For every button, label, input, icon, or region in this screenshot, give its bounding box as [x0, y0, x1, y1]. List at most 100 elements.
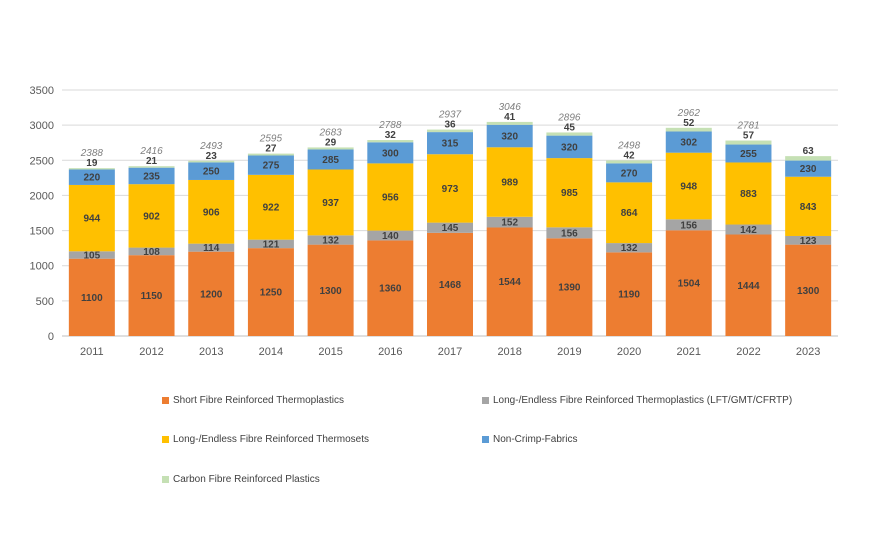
data-label: 275 — [263, 161, 280, 172]
data-label: 320 — [561, 142, 578, 153]
bar-segment — [785, 160, 832, 177]
data-label: 1390 — [558, 283, 581, 294]
bar-segment — [725, 140, 772, 145]
data-label: 1544 — [499, 277, 522, 288]
bar-segment — [427, 129, 473, 133]
x-tick-label: 2011 — [80, 346, 104, 358]
x-tick-label: 2016 — [378, 346, 402, 358]
bar-segment — [427, 222, 473, 233]
bar-segment — [128, 166, 175, 168]
data-label: 235 — [143, 171, 160, 182]
x-tick-label: 2017 — [438, 346, 462, 358]
bar-segment — [665, 152, 712, 220]
legend-label-non-crimp-fabrics: Non-Crimp-Fabrics — [493, 433, 578, 445]
data-label: 142 — [740, 225, 757, 236]
legend-item-carbon-fibre: Carbon Fibre Reinforced Plastics — [162, 472, 320, 486]
legend-swatch-long-fibre-thermoplastics — [482, 396, 489, 404]
data-label: 883 — [740, 189, 757, 200]
legend-item-long-fibre-thermoplastics: Long-/Endless Fibre Reinforced Thermopla… — [482, 393, 792, 407]
bar-segment — [188, 179, 235, 244]
data-label: 956 — [382, 192, 399, 203]
legend-swatch-short-fibre — [162, 396, 169, 404]
data-label: 63 — [803, 146, 815, 157]
data-label: 1444 — [737, 281, 760, 292]
legend-item-non-crimp-fabrics: Non-Crimp-Fabrics — [482, 432, 577, 446]
total-label: 2388 — [80, 148, 104, 159]
legend-item-short-fibre: Short Fibre Reinforced Thermoplastics — [162, 393, 344, 407]
bar-segment — [307, 244, 354, 336]
y-tick-label: 1000 — [30, 261, 54, 273]
x-axis-ticks: 2011 2012 2013 2014 2015 2016 2017 2018 2019 2020… — [80, 346, 820, 358]
data-label: 230 — [800, 164, 817, 175]
x-tick-label: 2013 — [199, 346, 223, 358]
data-label: 1100 — [81, 293, 103, 304]
data-label: 1360 — [379, 284, 402, 295]
bar-segment — [546, 227, 593, 239]
bar-segment — [307, 235, 354, 245]
legend-label-long-fibre-thermosets: Long-/Endless Fibre Reinforced Thermoset… — [173, 433, 370, 445]
bar-segment — [665, 219, 712, 231]
data-label: 989 — [501, 178, 518, 189]
bar-segment — [785, 156, 832, 161]
data-label: 29 — [325, 137, 337, 148]
data-label: 1150 — [141, 291, 163, 302]
y-tick-label: 3000 — [30, 120, 54, 132]
bar-segment — [606, 252, 653, 336]
data-label: 864 — [621, 208, 638, 219]
data-label: 843 — [800, 202, 817, 213]
bar-segment — [546, 135, 593, 159]
bar-segment — [546, 158, 593, 228]
data-label: 1504 — [678, 279, 701, 290]
bar-segment — [307, 169, 354, 236]
bar-segment — [785, 235, 832, 245]
bar-segment — [307, 149, 354, 170]
x-tick-label: 2023 — [796, 346, 820, 358]
y-tick-label: 3500 — [30, 85, 54, 97]
bar-segment — [725, 144, 772, 163]
bar-segment — [785, 176, 832, 236]
bar-segment — [68, 169, 115, 185]
bar-segment — [188, 243, 235, 252]
y-tick-label: 2500 — [30, 155, 54, 167]
data-label: 52 — [683, 118, 695, 129]
bar-segment — [486, 121, 533, 125]
total-label: 2493 — [199, 141, 223, 152]
bar-segment — [188, 160, 235, 163]
bar-segment — [128, 167, 175, 185]
x-tick-label: 2018 — [497, 346, 521, 358]
data-label: 255 — [740, 149, 757, 160]
bar-segment — [367, 140, 414, 143]
data-label: 220 — [84, 173, 101, 184]
bar-segment — [486, 227, 533, 336]
bar-segment — [427, 232, 473, 336]
bar-segment — [665, 230, 712, 336]
data-label: 1190 — [618, 290, 640, 301]
x-tick-label: 2015 — [318, 346, 342, 358]
x-tick-label: 2014 — [259, 346, 283, 358]
legend-label-carbon-fibre: Carbon Fibre Reinforced Plastics — [173, 473, 320, 485]
data-label: 270 — [621, 168, 638, 179]
data-label: 320 — [501, 132, 518, 143]
data-label: 902 — [143, 211, 160, 222]
bar-segment — [606, 243, 653, 253]
data-label: 27 — [265, 144, 277, 155]
bar-segment — [247, 174, 294, 240]
total-label: 2683 — [318, 127, 342, 138]
bar-segment — [785, 244, 832, 336]
legend-swatch-long-fibre-thermosets — [162, 435, 169, 443]
total-label: 3046 — [499, 102, 522, 113]
data-label: 152 — [501, 218, 518, 229]
bar-segment — [68, 251, 115, 259]
bar-segment — [247, 239, 294, 249]
data-label: 132 — [621, 243, 638, 254]
x-tick-label: 2020 — [617, 346, 641, 358]
